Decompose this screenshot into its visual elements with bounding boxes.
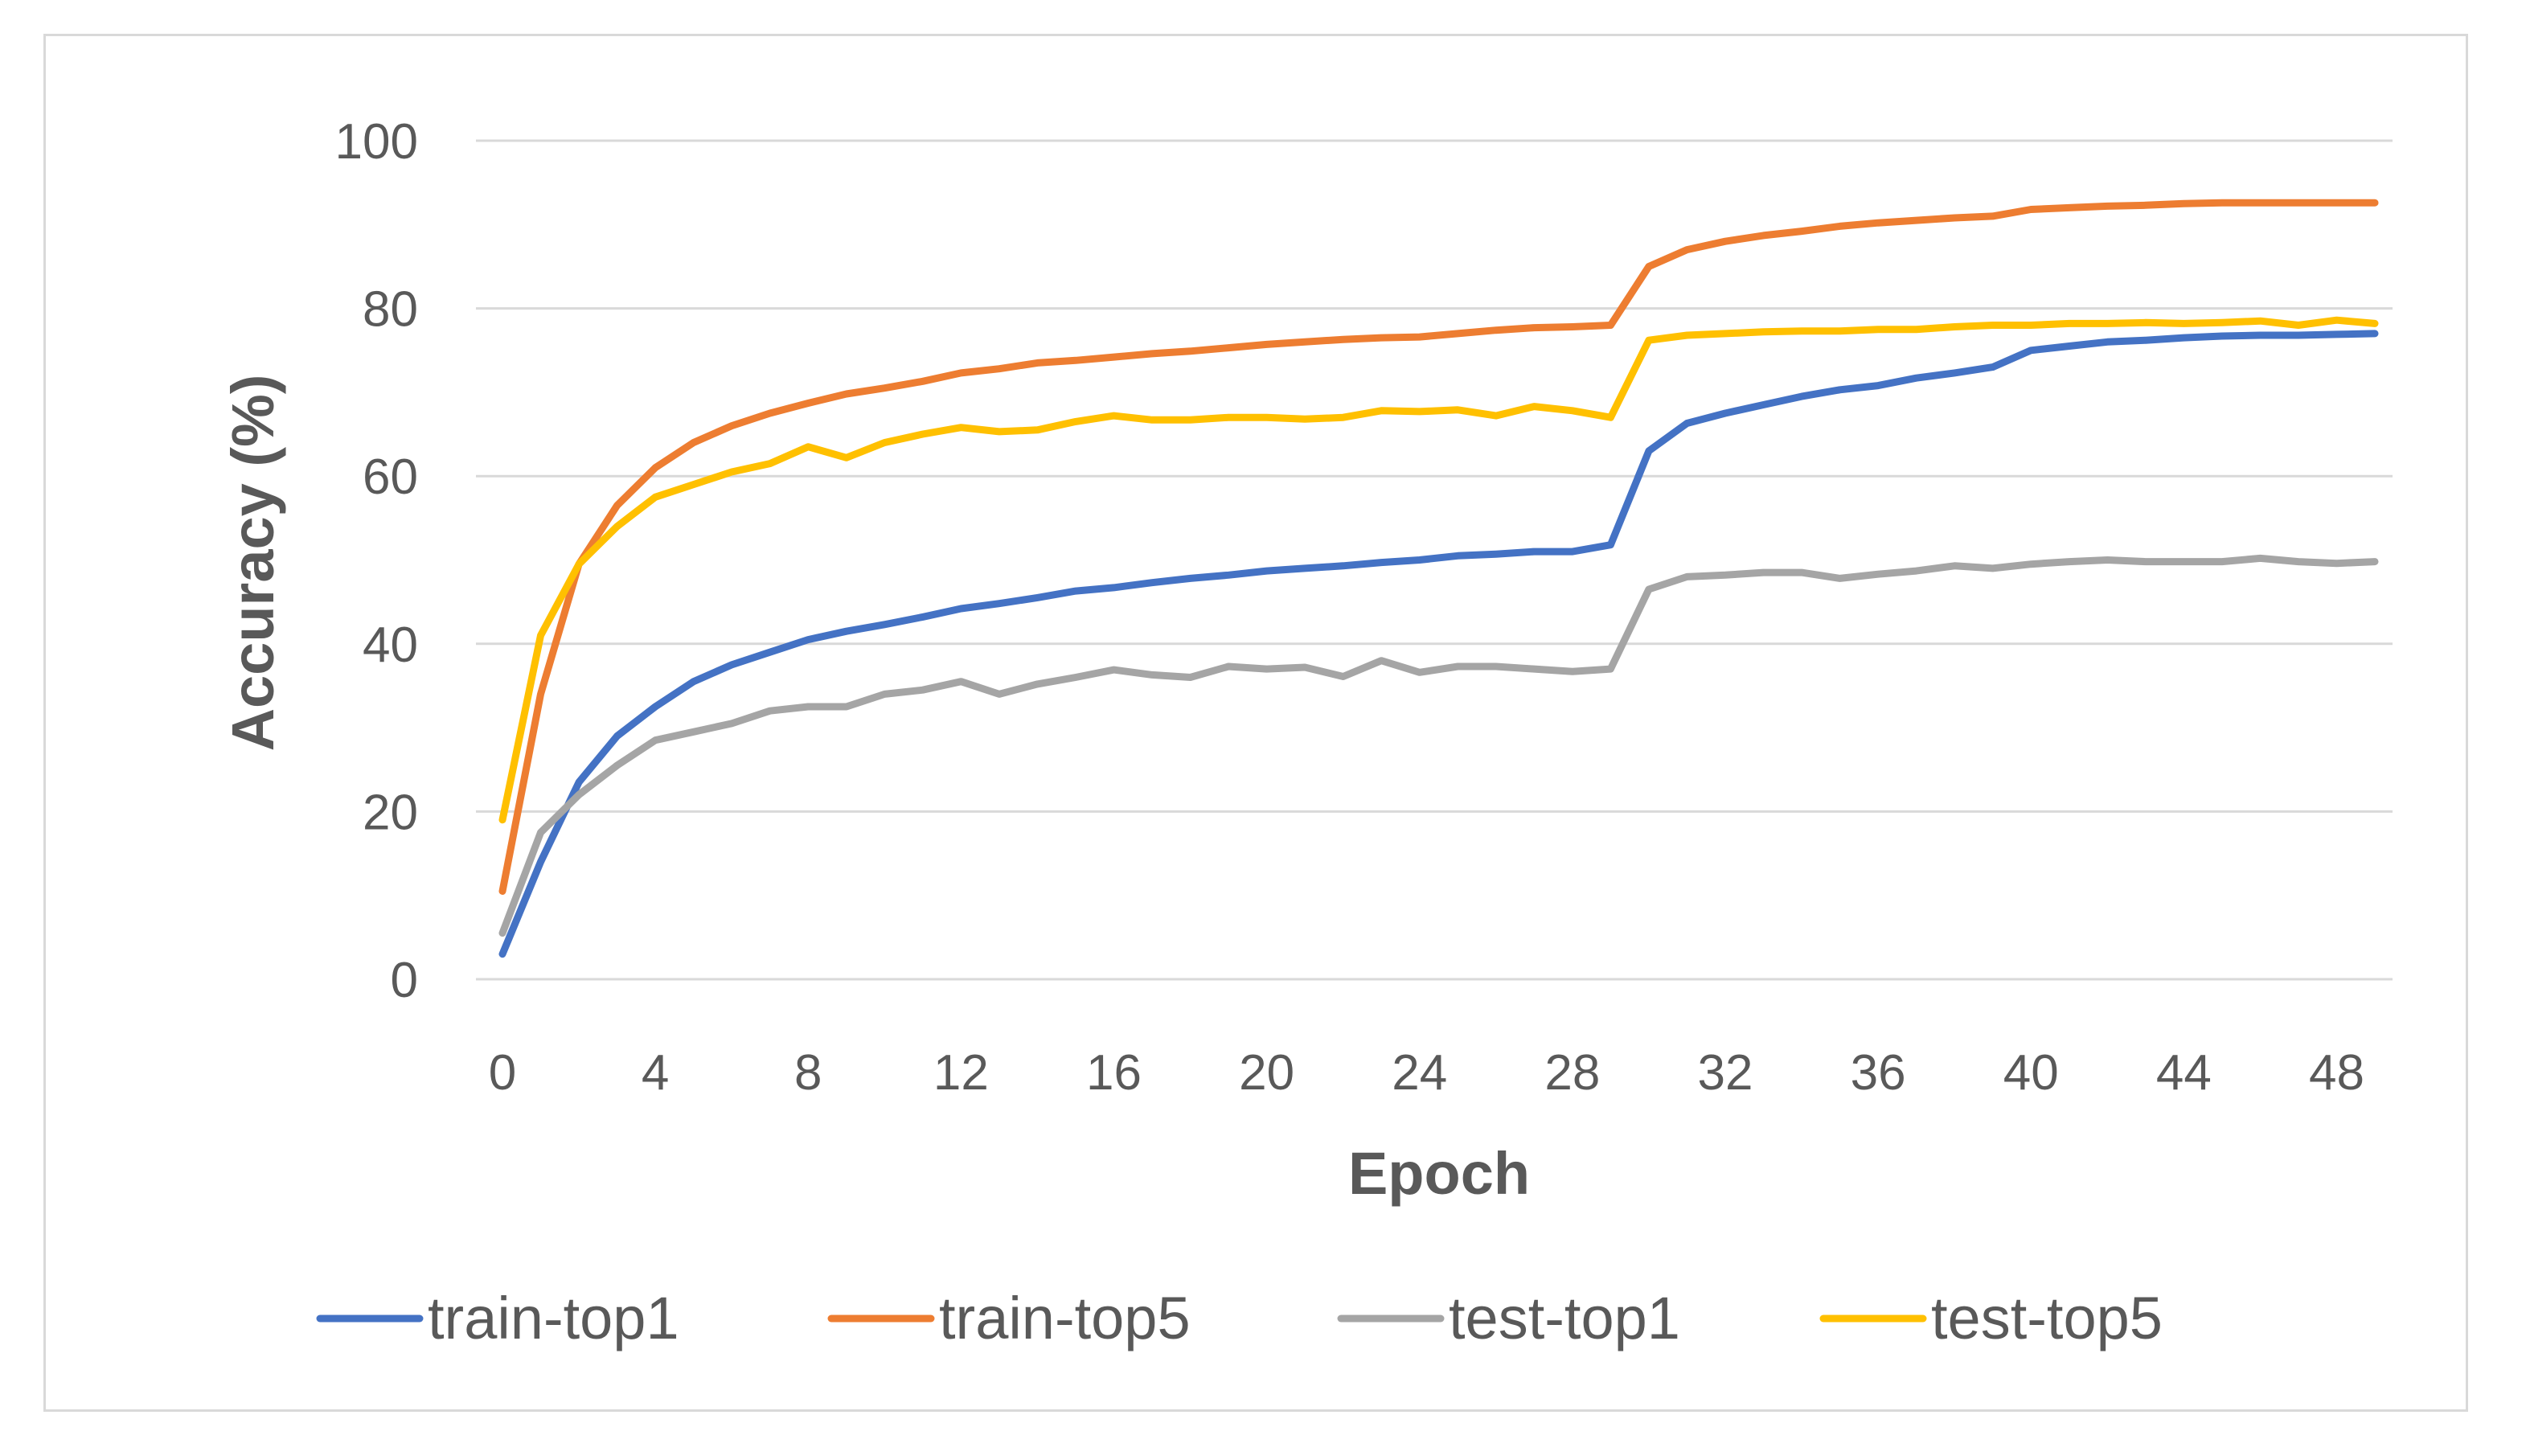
legend: train-top1 train-top5 test-top1 test-top5 <box>316 1285 2163 1351</box>
y-tick-20: 20 <box>363 785 418 840</box>
series-lines <box>498 199 2379 958</box>
x-tick-44: 44 <box>2156 1045 2212 1101</box>
x-tick-40: 40 <box>2003 1045 2059 1101</box>
x-axis-title: Epoch <box>1348 1140 1530 1207</box>
y-axis-title: Accuracy (%) <box>219 375 286 752</box>
x-tick-36: 36 <box>1851 1045 1906 1101</box>
legend-label-train-top1: train-top1 <box>428 1285 679 1351</box>
x-tick-28: 28 <box>1544 1045 1600 1101</box>
series-line-test-top1 <box>498 554 2379 937</box>
y-tick-80: 80 <box>363 282 418 338</box>
y-tick-0: 0 <box>391 953 418 1008</box>
x-tick-8: 8 <box>794 1045 822 1101</box>
legend-label-train-top5: train-top5 <box>939 1285 1191 1351</box>
x-tick-labels: 0 4 8 12 16 20 24 28 32 36 40 44 48 <box>489 1045 2364 1101</box>
series-line-test-top5 <box>498 316 2379 824</box>
legend-label-test-top1: test-top1 <box>1449 1285 1680 1351</box>
x-tick-4: 4 <box>642 1045 669 1101</box>
x-tick-0: 0 <box>489 1045 516 1101</box>
y-tick-60: 60 <box>363 449 418 505</box>
y-tick-40: 40 <box>363 617 418 673</box>
chart-frame <box>43 34 2468 1412</box>
x-tick-12: 12 <box>933 1045 989 1101</box>
y-tick-100: 100 <box>335 114 418 170</box>
legend-label-test-top5: test-top5 <box>1931 1285 2163 1351</box>
y-tick-labels: 0 20 40 60 80 100 <box>335 114 418 1008</box>
x-tick-48: 48 <box>2309 1045 2364 1101</box>
series-line-train-top1 <box>498 330 2379 958</box>
x-tick-32: 32 <box>1697 1045 1753 1101</box>
x-tick-24: 24 <box>1392 1045 1447 1101</box>
series-line-train-top5 <box>498 199 2379 895</box>
x-tick-20: 20 <box>1239 1045 1294 1101</box>
x-tick-16: 16 <box>1086 1045 1142 1101</box>
